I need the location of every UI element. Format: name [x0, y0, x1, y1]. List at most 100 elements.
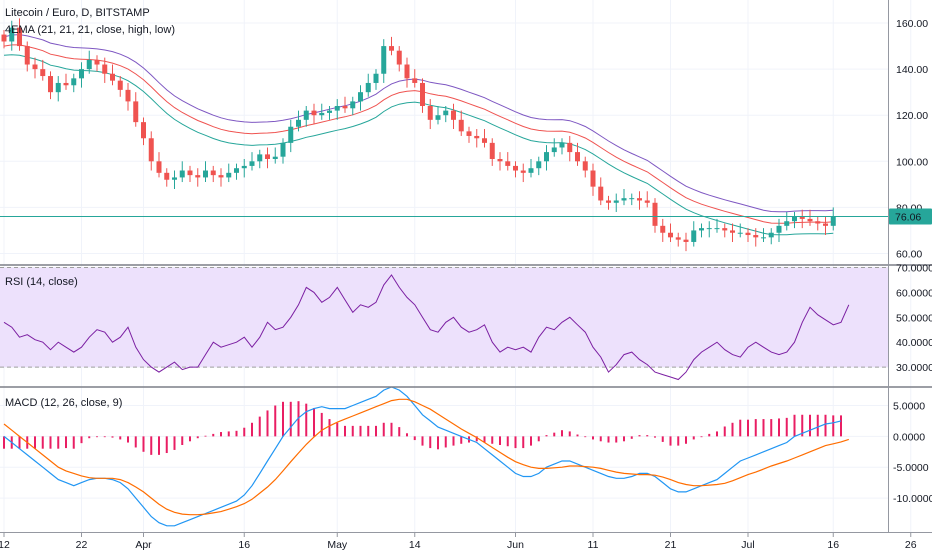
macd-histogram-bar: [282, 401, 284, 437]
price-tick-label: 160.00: [896, 18, 928, 30]
candle-body: [474, 135, 480, 139]
candle-body: [544, 152, 549, 162]
rsi-tick-label: 50.0000: [896, 312, 932, 324]
candle-body: [621, 198, 627, 201]
macd-histogram-bar: [654, 436, 656, 438]
macd-histogram-bar: [351, 425, 354, 437]
macd-histogram-bar: [475, 436, 478, 442]
macd-histogram-bar: [762, 419, 765, 437]
candle-body: [505, 161, 511, 166]
macd-histogram-bar: [134, 436, 137, 448]
candle-body: [466, 131, 472, 136]
candle-body: [443, 110, 449, 116]
macd-histogram-bar: [313, 407, 315, 437]
macd-histogram-bar: [754, 419, 757, 437]
candle-body: [536, 161, 542, 169]
time-tick-label: 12: [0, 539, 10, 550]
ema-indicator-title[interactable]: 4EMA (21, 21, 21, close, high, low): [5, 24, 175, 36]
candle-body: [40, 69, 46, 77]
candle-body: [303, 110, 309, 120]
candle-body: [815, 221, 821, 224]
macd-histogram-bar: [49, 436, 52, 449]
candle-body: [373, 73, 379, 83]
candle-body: [94, 59, 100, 65]
macd-histogram-bar: [41, 436, 44, 449]
macd-histogram-bar: [142, 436, 145, 452]
macd-histogram-bar: [320, 412, 323, 437]
price-tick-label: 100.00: [896, 156, 928, 168]
candle-body: [427, 106, 433, 120]
rsi-tick-label: 30.0000: [896, 362, 932, 374]
candle-body: [381, 46, 387, 74]
candle-body: [241, 165, 247, 169]
macd-histogram-bar: [561, 430, 563, 437]
time-axis[interactable]: 12 22 Apr 16 May 14 Jun 11 21 Jul 16 26: [0, 533, 917, 550]
candle-body: [644, 200, 650, 203]
price-pane[interactable]: [0, 18, 888, 252]
macd-histogram-bar: [305, 403, 308, 437]
macd-histogram-bar: [204, 435, 207, 437]
macd-indicator-title[interactable]: MACD (12, 26, close, 9): [5, 397, 122, 409]
candle-body: [1, 34, 7, 42]
macd-histogram-bar: [243, 427, 246, 437]
macd-histogram-bar: [832, 415, 835, 437]
candle-body: [319, 112, 325, 116]
macd-histogram-bar: [530, 436, 532, 446]
grid-layer: [0, 0, 912, 532]
candle-body: [296, 119, 301, 127]
rsi-band: [0, 267, 888, 368]
time-tick-label: 11: [588, 539, 599, 550]
macd-histogram-bar: [258, 416, 261, 437]
macd-histogram-bar: [251, 422, 253, 437]
candle-body: [272, 156, 278, 159]
rsi-tick-label: 60.0000: [896, 287, 932, 299]
macd-histogram-bar: [747, 419, 749, 437]
last-price-badge: 76.06: [889, 208, 932, 225]
candle-body: [234, 168, 239, 173]
time-tick-label: 22: [76, 539, 88, 550]
macd-histogram-bar: [677, 436, 680, 446]
macd-tick-label: -5.0000: [893, 462, 929, 474]
candle-body: [203, 170, 208, 178]
rsi-indicator-title[interactable]: RSI (14, close): [5, 276, 78, 288]
rsi-axis[interactable]: 70.0000 60.0000 50.0000 40.0000 30.0000: [896, 262, 932, 374]
macd-histogram-bar: [227, 431, 230, 437]
macd-histogram-bar: [452, 436, 455, 446]
candle-body: [567, 142, 573, 153]
candle-body: [334, 106, 340, 111]
macd-line: [3, 386, 842, 527]
macd-pane[interactable]: [3, 386, 849, 527]
macd-histogram-bar: [444, 436, 447, 448]
macd-histogram-bar: [630, 436, 633, 439]
macd-histogram-bar: [359, 425, 362, 437]
candle-body: [737, 232, 743, 234]
macd-histogram-bar: [514, 436, 517, 449]
chart-title[interactable]: Litecoin / Euro, D, BITSTAMP: [5, 7, 150, 19]
candle-body: [342, 106, 348, 109]
candle-body: [590, 170, 596, 187]
candle-body: [358, 92, 363, 102]
macd-histogram-bar: [3, 436, 5, 449]
macd-axis[interactable]: 5.0000 0.0000 -5.0000 -10.0000: [893, 401, 932, 506]
candle-body: [288, 126, 294, 143]
candle-body: [280, 142, 286, 157]
macd-histogram-bar: [165, 436, 168, 454]
macd-histogram-bar: [816, 414, 819, 437]
candle-body: [311, 110, 317, 116]
ema-high-line: [3, 34, 834, 213]
candle-body: [776, 225, 782, 233]
macd-histogram-bar: [824, 414, 827, 437]
candle-body: [823, 223, 828, 226]
candle-body: [226, 172, 232, 178]
macd-histogram-bar: [274, 405, 277, 437]
macd-histogram-bar: [80, 436, 83, 444]
macd-histogram-bar: [390, 422, 393, 437]
candle-body: [141, 122, 146, 139]
candle-body: [156, 161, 162, 173]
candle-body: [637, 198, 642, 201]
rsi-pane[interactable]: [0, 266, 888, 381]
macd-histogram-bar: [770, 419, 773, 437]
macd-histogram-bar: [778, 418, 780, 437]
macd-histogram-bar: [661, 436, 664, 442]
